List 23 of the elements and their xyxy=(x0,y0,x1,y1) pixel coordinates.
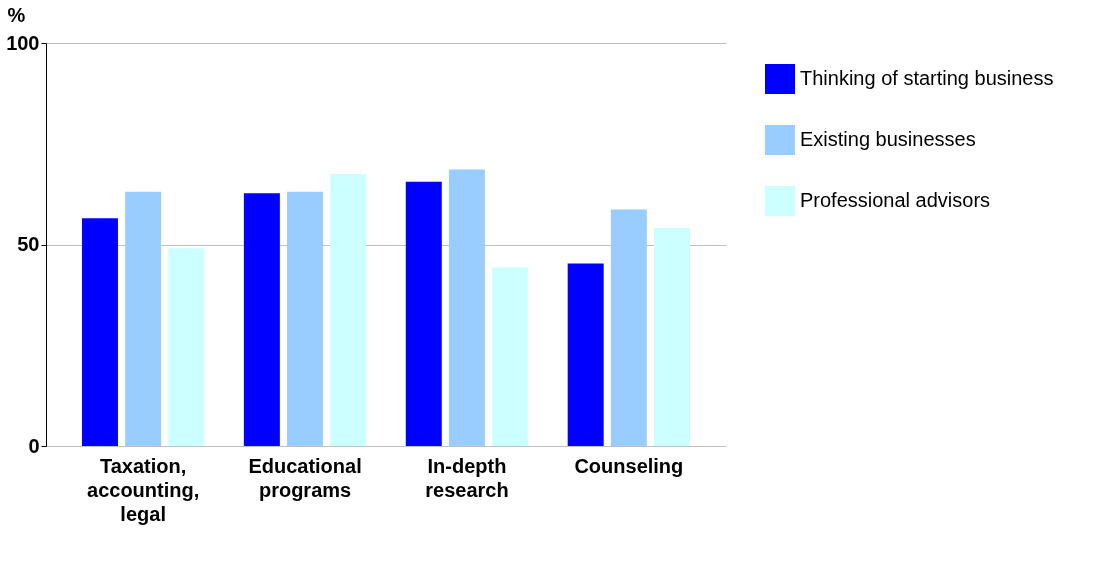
legend-label: Professional advisors xyxy=(800,189,991,211)
y-tick-label: 50 xyxy=(17,233,40,255)
x-tick-label: In-depth research xyxy=(425,454,509,501)
x-tick-label: Counseling xyxy=(574,454,684,477)
bar xyxy=(287,191,324,446)
y-tick-label: 0 xyxy=(28,434,40,457)
legend-label: Existing businesses xyxy=(800,128,976,150)
bar xyxy=(243,193,280,446)
legend-label: Thinking of starting business xyxy=(800,67,1054,89)
bar xyxy=(654,227,691,446)
y-axis-title: % xyxy=(7,3,26,26)
x-tick-label: Taxation, accounting, legal xyxy=(87,454,200,525)
bar xyxy=(81,218,118,446)
bar xyxy=(610,209,647,446)
bar xyxy=(492,267,529,446)
bar xyxy=(567,263,604,446)
bar xyxy=(330,173,367,446)
x-tick-label: Educational programs xyxy=(248,454,362,501)
bar xyxy=(125,191,162,446)
y-tick-label: 100 xyxy=(6,31,40,54)
bar xyxy=(168,248,205,446)
bar xyxy=(405,181,442,446)
bar xyxy=(448,169,485,446)
